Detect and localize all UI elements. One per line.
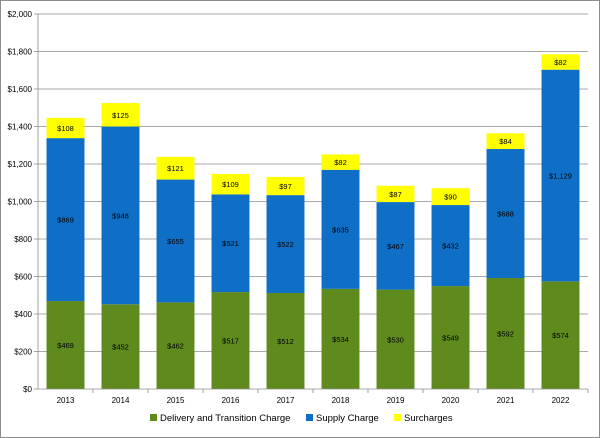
data-label: $452 (112, 343, 129, 352)
bar-segment (321, 288, 360, 389)
bar-segment (541, 69, 580, 282)
data-label: $82 (334, 158, 347, 167)
bar-segment (376, 185, 415, 203)
bar-segment (376, 289, 415, 389)
data-label: $97 (279, 182, 292, 191)
bar-segment (266, 176, 305, 196)
data-label: $125 (112, 111, 129, 120)
legend-label: Surcharges (404, 413, 453, 424)
data-label: $592 (497, 330, 514, 339)
bar-segment (156, 156, 195, 180)
bar-segment (541, 54, 580, 70)
bar-segment (266, 293, 305, 389)
x-axis: 2013 2014 2015 2016 2017 2018 2019 2020 2021 2022 (38, 388, 589, 405)
y-tick-label: $1,600 (8, 85, 33, 94)
x-tick-label: 2015 (167, 396, 185, 405)
bar-segment (46, 301, 85, 389)
y-tick-label: $1,800 (8, 48, 33, 57)
bar-segment (211, 173, 250, 195)
x-tick-label: 2018 (332, 396, 350, 405)
data-label: $121 (167, 164, 184, 173)
data-label: $467 (387, 242, 404, 251)
data-label: $512 (277, 337, 294, 346)
data-label: $574 (552, 331, 569, 340)
x-tick-label: 2020 (442, 396, 460, 405)
x-tick-label: 2017 (277, 396, 295, 405)
bars: $469 $869 $108 $452 $948 $125 $462 $655 $121 $517… (46, 54, 580, 389)
bar-segment (211, 292, 250, 389)
y-tick-label: $2,000 (8, 10, 33, 19)
data-label: $869 (57, 216, 74, 225)
data-label: $469 (57, 341, 74, 350)
bar-segment (101, 304, 140, 389)
bar-segment (376, 202, 415, 290)
legend-label: Supply Charge (316, 413, 379, 424)
bar-segment (156, 179, 195, 303)
data-label: $534 (332, 335, 349, 344)
data-label: $108 (57, 124, 74, 133)
y-tick-label: $200 (14, 348, 32, 357)
bar-segment (101, 126, 140, 305)
y-tick-label: $1,400 (8, 123, 33, 132)
data-label: $522 (277, 240, 294, 249)
data-label: $90 (444, 193, 457, 202)
y-tick-label: $1,000 (8, 198, 33, 207)
y-tick-label: $1,200 (8, 160, 33, 169)
legend-label: Delivery and Transition Charge (160, 413, 290, 424)
x-tick-label: 2013 (57, 396, 75, 405)
bar-segment (486, 278, 525, 389)
legend-swatch (306, 414, 313, 421)
bar-segment (431, 188, 470, 206)
y-tick-label: $800 (14, 235, 32, 244)
bar-segment (431, 286, 470, 389)
y-axis: $0 $200 $400 $600 $800 $1,000 $1,200 $1,400 $1,6… (8, 10, 39, 394)
data-label: $82 (554, 58, 567, 67)
x-tick-label: 2022 (552, 396, 570, 405)
data-label: $462 (167, 342, 184, 351)
data-label: $517 (222, 337, 239, 346)
bar-segment (541, 281, 580, 389)
data-label: $432 (442, 242, 459, 251)
bar-segment (321, 154, 360, 170)
data-label: $1,129 (549, 172, 572, 181)
data-label: $549 (442, 334, 459, 343)
data-label: $655 (167, 237, 184, 246)
data-label: $530 (387, 335, 404, 344)
bar-segment (101, 103, 140, 127)
data-label: $521 (222, 239, 239, 248)
data-label: $635 (332, 225, 349, 234)
y-tick-label: $400 (14, 310, 32, 319)
data-label: $688 (497, 210, 514, 219)
bar-segment (156, 302, 195, 389)
legend: Delivery and Transition Charge Supply Cha… (150, 413, 453, 424)
legend-swatch (150, 414, 157, 421)
y-tick-label: $600 (14, 273, 32, 282)
bar-segment (211, 194, 250, 293)
bar-segment (46, 138, 85, 302)
bar-segment (431, 205, 470, 287)
data-label: $87 (389, 190, 402, 199)
bar-segment (486, 133, 525, 149)
x-tick-label: 2014 (112, 396, 130, 405)
bar-segment (46, 117, 85, 139)
data-label: $84 (499, 137, 512, 146)
x-tick-label: 2016 (222, 396, 240, 405)
x-tick-label: 2019 (387, 396, 405, 405)
data-label: $948 (112, 211, 129, 220)
bar-segment (321, 169, 360, 289)
bar-segment (486, 149, 525, 278)
x-tick-label: 2021 (497, 396, 515, 405)
bar-segment (266, 195, 305, 293)
legend-swatch (394, 414, 401, 421)
data-label: $109 (222, 180, 239, 189)
y-tick-label: $0 (23, 385, 32, 394)
